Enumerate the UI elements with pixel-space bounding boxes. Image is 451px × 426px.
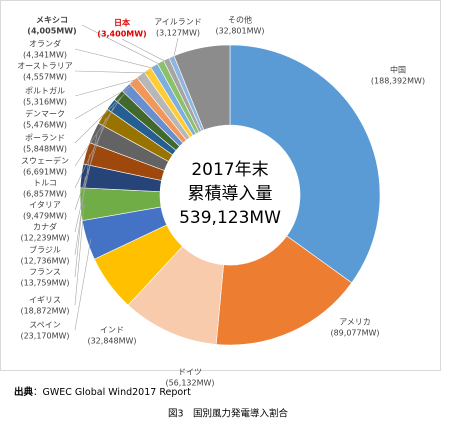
value-label: (6,691MW) xyxy=(23,168,67,177)
leader-line xyxy=(74,134,98,233)
slice-label: その他 xyxy=(228,15,252,25)
slice-label: トルコ xyxy=(33,179,57,188)
slice-label: メキシコ xyxy=(36,16,68,25)
slice-label: 日本 xyxy=(114,18,130,28)
slice-label: オーストラリア xyxy=(17,62,73,71)
slice-label: オランダ xyxy=(29,39,61,49)
slice-label: フランス xyxy=(29,268,61,277)
leader-line xyxy=(74,106,115,189)
value-label: (13,759MW) xyxy=(20,279,69,288)
slice-label: ポーランド xyxy=(25,134,65,143)
leader-line xyxy=(172,37,179,61)
caption: 図3 国別風力発電導入割合 xyxy=(168,408,289,420)
leader-line xyxy=(74,239,92,331)
leader-line xyxy=(81,24,163,66)
value-label: (32,848MW) xyxy=(87,337,136,346)
leader-line xyxy=(121,38,169,64)
value-label: (23,170MW) xyxy=(20,332,69,341)
leader-line xyxy=(74,154,91,256)
source-text: ：GWEC Global Wind2017 Report xyxy=(33,387,191,398)
leader-line xyxy=(74,97,122,167)
value-label: (12,736MW) xyxy=(20,257,69,266)
value-label: (4,341MW) xyxy=(23,51,67,60)
slice-label: イタリア xyxy=(29,201,61,210)
slice-label: スペイン xyxy=(29,321,60,330)
slice-label: スウェーデン xyxy=(21,156,69,166)
leader-line xyxy=(74,203,85,306)
slice xyxy=(173,44,231,131)
source: 出典：GWEC Global Wind2017 Report xyxy=(14,386,191,398)
value-label: (3,400MW) xyxy=(97,30,146,39)
value-label: (3,127MW) xyxy=(156,29,200,38)
value-label: (89,077MW) xyxy=(330,329,379,338)
value-label: (12,239MW) xyxy=(20,234,69,243)
center-text: 539,123MW xyxy=(179,208,281,228)
value-label: (32,801MW) xyxy=(215,27,264,36)
value-label: (5,848MW) xyxy=(23,145,67,154)
leader-line xyxy=(74,70,150,74)
leader-line xyxy=(74,176,86,278)
value-label: (6,857MW) xyxy=(23,190,67,199)
slice-label: イギリス xyxy=(29,296,61,305)
leader-line xyxy=(74,48,157,70)
slice-label: ドイツ xyxy=(178,368,202,377)
value-label: (5,476MW) xyxy=(23,121,67,130)
slice-label: カナダ xyxy=(33,222,57,232)
slice-label: ブラジル xyxy=(29,245,61,255)
value-label: (4,557MW) xyxy=(23,73,67,82)
slice xyxy=(229,44,381,284)
slice-label: 中国 xyxy=(390,65,406,75)
leader-line xyxy=(74,77,143,97)
center-text: 2017年末 xyxy=(191,160,268,180)
slice-label: デンマーク xyxy=(25,109,65,119)
leader-line xyxy=(74,89,129,144)
source-label: 出典 xyxy=(14,386,34,398)
slice-label: ポルトガル xyxy=(25,86,65,96)
slice-label: アイルランド xyxy=(154,18,202,27)
value-label: (9,479MW) xyxy=(23,212,67,221)
slice-label: アメリカ xyxy=(339,318,371,327)
value-label: (188,392MW) xyxy=(371,77,425,86)
value-label: (18,872MW) xyxy=(20,307,69,316)
leader-line xyxy=(74,83,136,120)
value-label: (56,132MW) xyxy=(165,379,214,388)
value-label: (5,316MW) xyxy=(23,98,67,107)
slice xyxy=(215,235,353,346)
slice-label: インド xyxy=(100,326,124,335)
value-label: (4,005MW) xyxy=(27,27,76,36)
center-text: 累積導入量 xyxy=(188,184,273,204)
